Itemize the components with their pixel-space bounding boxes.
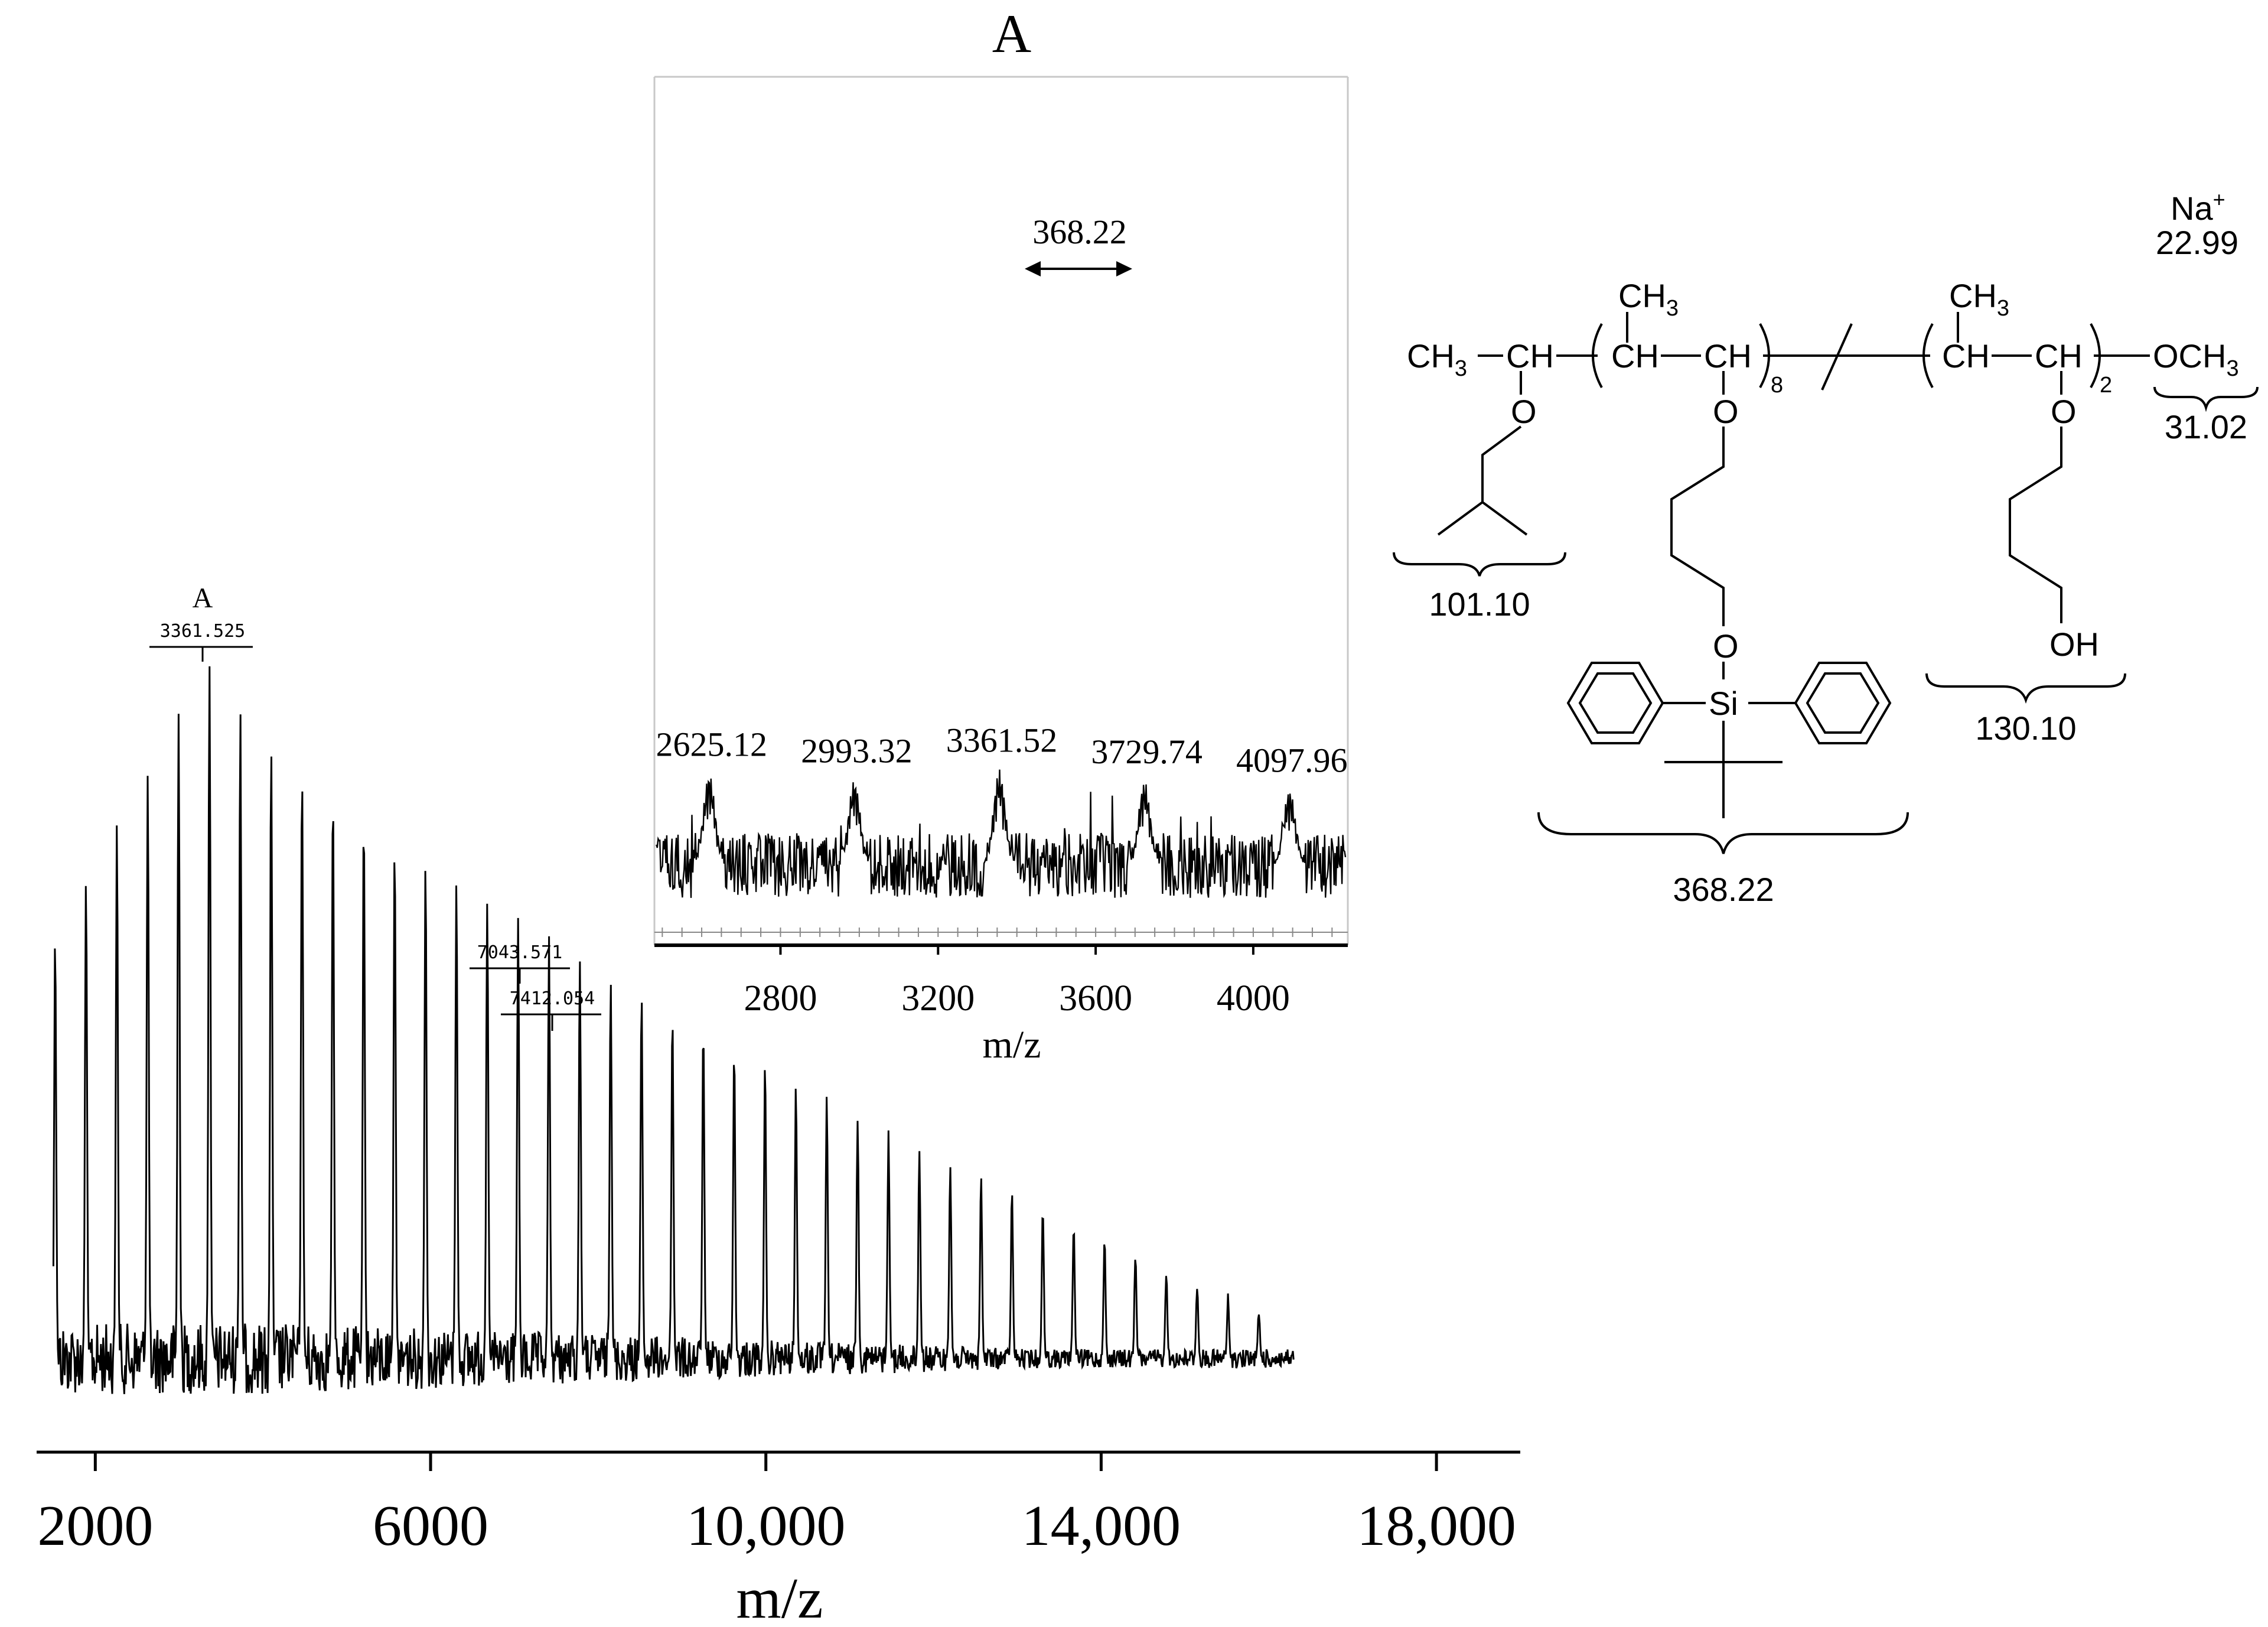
main-x-ticks: 2000 6000 10,000 14,000 18,000 (37, 1452, 1516, 1558)
inset-spacing-label: 368.22 (1032, 213, 1127, 251)
butyl-chain-mid (1670, 427, 1725, 626)
mass-repeat-hydroxy: 130.10 (1975, 710, 2076, 747)
main-spectrum-trace (52, 666, 1295, 1394)
brace-methoxy (2153, 386, 2259, 412)
inset-spacing-arrowhead-left (1025, 261, 1041, 276)
oxygen-left: O (1511, 393, 1537, 430)
inset-x-ticks: 2800 3200 3600 4000 (744, 945, 1290, 1018)
mass-methoxy: 31.02 (2165, 408, 2247, 445)
main-x-tick-label: 10,000 (686, 1494, 846, 1558)
ch-3: CH (1704, 337, 1752, 375)
cation-label: Na+ (2171, 187, 2225, 227)
main-x-axis-label: m/z (737, 1567, 823, 1627)
main-annotation-7412: 7412.054 (501, 988, 601, 1031)
inset-x-axis-label: m/z (983, 1023, 1041, 1066)
mass-repeat-silyl: 368.22 (1673, 871, 1774, 908)
silicon: Si (1709, 685, 1738, 722)
inset-peak-label: 4097.96 (1236, 741, 1348, 780)
isobutyl-branch (1437, 500, 1528, 536)
main-x-tick-label: 14,000 (1022, 1494, 1181, 1558)
cation-mass: 22.99 (2156, 224, 2238, 261)
phenyl-inner-left (1578, 672, 1653, 734)
phenyl-inner-right (1806, 672, 1880, 734)
repeat-n1: 8 (1771, 373, 1783, 398)
main-annotation-a-label: A (193, 583, 213, 614)
end-group-left: CH3 (1407, 337, 1467, 381)
oxygen-silyl: O (1713, 627, 1739, 665)
chain-break (1821, 323, 1853, 391)
inset-spacing-arrowhead-right (1116, 261, 1132, 276)
main-annotation-group-a: A 3361.525 (149, 583, 253, 662)
inset-spectrum-trace (656, 769, 1347, 899)
isobutyl-chain (1481, 425, 1522, 502)
main-annotation-peak-3361: 3361.525 (160, 621, 246, 642)
inset-peak-label: 2993.32 (801, 731, 913, 770)
brace-hydroxy (1925, 673, 2126, 704)
inset-x-tick-label: 4000 (1217, 978, 1290, 1018)
ch-4: CH (1942, 337, 1990, 375)
inset-title: A (992, 4, 1031, 64)
brace-silyl (1537, 812, 1909, 854)
end-group-right: OCH3 (2153, 337, 2239, 381)
inset-spacing-annotation: 368.22 (1025, 213, 1132, 276)
inset-x-tick-label: 2800 (744, 978, 817, 1018)
hydroxyl: OH (2049, 626, 2099, 663)
inset-peak-label: 3361.52 (946, 721, 1058, 759)
inset-background (654, 77, 1348, 945)
repeat-n2: 2 (2100, 373, 2112, 398)
inset-x-tick-label: 3600 (1059, 978, 1132, 1018)
inset-peak-labels: 2625.12 2993.32 3361.52 3729.74 4097.96 (656, 721, 1348, 779)
inset-x-tick-label: 3200 (901, 978, 975, 1018)
ch-2: CH (1611, 337, 1659, 375)
methyl-1: CH3 (1618, 277, 1679, 321)
main-annotation-peak-7412: 7412.054 (510, 988, 595, 1009)
main-annotation-peak-7043: 7043.571 (477, 942, 563, 963)
main-spectrum: 2000 6000 10,000 14,000 18,000 m/z A 3361.52… (37, 583, 1520, 1627)
ch-5: CH (2035, 337, 2083, 375)
inset-peak-label: 2625.12 (656, 725, 768, 763)
main-x-tick-label: 18,000 (1357, 1494, 1516, 1558)
mass-isobutyl: 101.10 (1429, 585, 1530, 623)
butyl-chain-right (2009, 427, 2062, 623)
main-x-tick-label: 2000 (37, 1494, 153, 1558)
phenyl-ring-right (1794, 662, 1892, 744)
inset-minor-ticks (662, 928, 1333, 937)
ch-1: CH (1506, 337, 1554, 375)
paren-left-1 (1592, 323, 1603, 388)
main-x-tick-label: 6000 (373, 1494, 488, 1558)
inset-spectrum: A 2800 3200 3600 4000 m/z 2625.12 2993.32 336… (653, 4, 1349, 1066)
methyl-2: CH3 (1949, 277, 2009, 321)
brace-isobutyl (1393, 552, 1566, 577)
inset-peak-label: 3729.74 (1091, 733, 1203, 771)
main-annotation-7043: 7043.571 (470, 942, 570, 984)
chemical-structure: Na+ 22.99 CH3 CH CH CH 8 CH CH 2 OCH3 CH… (1393, 187, 2259, 908)
oxygen-right: O (2051, 393, 2077, 430)
oxygen-mid: O (1713, 393, 1739, 430)
phenyl-ring-left (1566, 662, 1664, 744)
